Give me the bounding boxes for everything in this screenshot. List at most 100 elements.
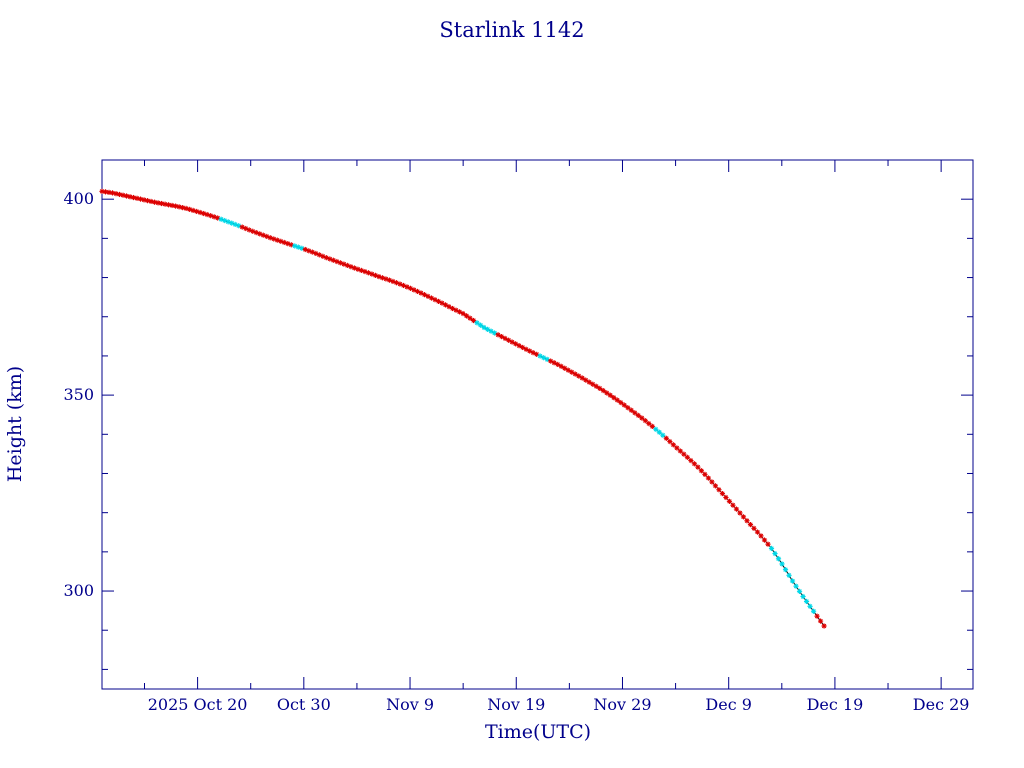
data-point-marker: [460, 310, 466, 317]
data-point-marker: [470, 317, 477, 324]
data-point-marker: [611, 395, 617, 401]
y-tick-label: 400: [63, 189, 94, 208]
data-point-marker: [730, 502, 736, 508]
data-point-marker: [779, 561, 785, 567]
data-point-marker: [698, 468, 704, 474]
data-point-marker: [635, 412, 641, 419]
data-point-marker: [761, 537, 768, 543]
data-point-marker: [614, 397, 620, 403]
data-point-marker: [621, 402, 627, 408]
data-point-marker: [583, 377, 589, 383]
data-point-marker: [705, 475, 712, 481]
data-point-marker: [253, 229, 259, 236]
data-point-marker: [649, 423, 655, 429]
data-point-marker: [807, 603, 813, 609]
data-point-marker: [607, 392, 613, 398]
data-point-marker: [590, 381, 596, 387]
axis-tick-labels: 2025 Oct 20 Oct 30 Nov 9 Nov 19 Nov 29 Dec 9 D…: [63, 189, 969, 714]
data-point-marker: [334, 258, 340, 265]
data-point-marker: [162, 201, 168, 207]
data-point-marker: [765, 541, 771, 547]
data-point-marker: [477, 322, 484, 328]
data-point-marker: [670, 442, 676, 448]
data-point-marker: [793, 583, 799, 589]
data-point-marker: [789, 578, 796, 584]
x-tick-label: Dec 9: [705, 695, 752, 714]
data-point-marker: [737, 510, 743, 516]
axis-ticks: [102, 159, 973, 689]
data-point-marker: [158, 200, 165, 207]
x-tick-label: Nov 9: [386, 695, 434, 714]
data-point-marker: [155, 200, 161, 206]
data-point-marker: [569, 369, 575, 375]
data-point-marker: [484, 326, 491, 332]
data-point-marker: [586, 379, 592, 385]
data-point-marker: [604, 390, 610, 396]
data-point-marker: [642, 418, 648, 424]
data-point-marker: [467, 315, 473, 321]
data-point-marker: [681, 451, 687, 457]
data-point-marker: [663, 435, 669, 441]
data-point-marker: [660, 432, 666, 438]
data-point-marker: [709, 479, 715, 485]
data-point-marker: [572, 371, 578, 377]
data-point-marker: [733, 506, 740, 512]
data-point-marker: [723, 494, 729, 501]
data-point-marker: [144, 198, 151, 204]
data-point-marker: [803, 598, 810, 605]
data-point-marker: [747, 521, 754, 528]
data-point-marker: [772, 550, 778, 557]
data-point-marker: [579, 375, 585, 381]
data-point-marker: [674, 445, 680, 451]
plot-frame: [101, 159, 974, 690]
data-point-marker: [646, 420, 652, 427]
data-point-marker: [786, 572, 792, 578]
data-point-marker: [695, 464, 701, 470]
data-point-marker: [558, 363, 564, 369]
data-point-marker: [821, 623, 827, 629]
data-point-marker: [677, 448, 683, 454]
data-point-marker: [810, 608, 817, 614]
data-point-marker: [800, 593, 806, 600]
x-tick-label: Dec 19: [807, 695, 864, 714]
x-tick-label: 2025 Oct 20: [148, 695, 248, 714]
data-point-marker: [726, 498, 733, 504]
data-point-marker: [446, 304, 452, 310]
data-point-marker: [775, 556, 782, 562]
chart-title: Starlink 1142: [439, 18, 584, 42]
data-point-marker: [782, 567, 789, 573]
data-point-marker: [639, 415, 645, 421]
x-tick-label: Oct 30: [277, 695, 331, 714]
data-point-marker: [716, 487, 722, 493]
data-point-marker: [597, 385, 603, 391]
data-point-marker: [628, 407, 634, 413]
data-point-marker: [527, 348, 533, 354]
data-point-marker: [751, 525, 757, 531]
data-point-marker: [169, 202, 175, 209]
data-point-marker: [688, 457, 694, 464]
data-point-marker: [562, 365, 568, 371]
height-curve: [101, 190, 825, 627]
data-point-marker: [565, 367, 571, 373]
x-tick-label: Nov 19: [487, 695, 545, 714]
y-axis-label: Height (km): [4, 366, 26, 482]
data-point-marker: [600, 387, 606, 394]
x-tick-label: Dec 29: [913, 695, 970, 714]
data-point-marker: [768, 545, 775, 552]
data-point-marker: [576, 373, 582, 379]
data-point-marker: [684, 454, 690, 460]
y-tick-label: 300: [63, 581, 94, 600]
data-point-marker: [656, 429, 662, 435]
x-axis-label: Time(UTC): [485, 721, 591, 743]
data-point-marker: [653, 426, 659, 432]
data-point-marker: [758, 533, 764, 539]
data-layer: [99, 188, 827, 629]
data-point-marker: [817, 618, 824, 624]
data-point-marker: [165, 202, 172, 208]
data-point-marker: [618, 399, 624, 406]
data-point-marker: [712, 483, 719, 489]
data-point-marker: [439, 300, 445, 306]
data-point-marker: [740, 514, 747, 520]
data-point-marker: [180, 205, 186, 211]
